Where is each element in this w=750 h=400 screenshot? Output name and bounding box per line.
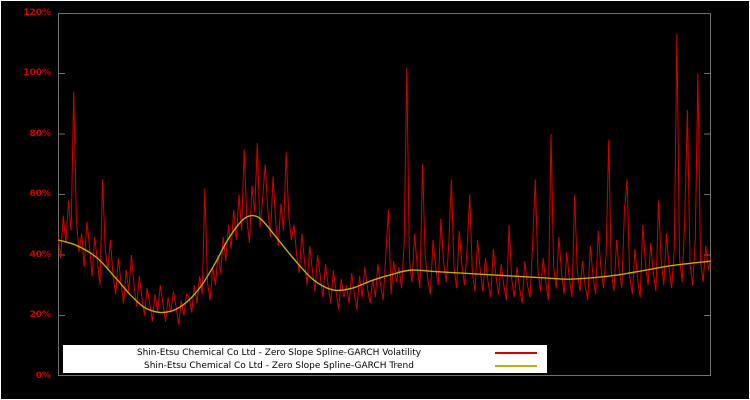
legend: Shin-Etsu Chemical Co Ltd - Zero Slope S… xyxy=(63,345,547,373)
legend-item-volatility: Shin-Etsu Chemical Co Ltd - Zero Slope S… xyxy=(63,346,547,359)
y-axis-tick-label: 120% xyxy=(23,8,51,18)
y-axis-tick-label: 0% xyxy=(35,371,51,381)
plot-svg xyxy=(58,13,711,376)
y-axis-tick-label: 60% xyxy=(29,189,51,199)
y-axis-tick-label: 80% xyxy=(29,129,51,139)
y-axis-tick-label: 20% xyxy=(29,310,51,320)
plot-area xyxy=(58,13,711,376)
y-axis-tick-label: 100% xyxy=(23,68,51,78)
legend-line-sample-volatility xyxy=(495,351,537,354)
y-axis-tick-label: 40% xyxy=(29,250,51,260)
legend-item-trend: Shin-Etsu Chemical Co Ltd - Zero Slope S… xyxy=(63,359,547,372)
legend-label-volatility: Shin-Etsu Chemical Co Ltd - Zero Slope S… xyxy=(136,347,422,358)
legend-line-sample-trend xyxy=(495,364,537,367)
legend-label-trend: Shin-Etsu Chemical Co Ltd - Zero Slope S… xyxy=(144,360,414,371)
